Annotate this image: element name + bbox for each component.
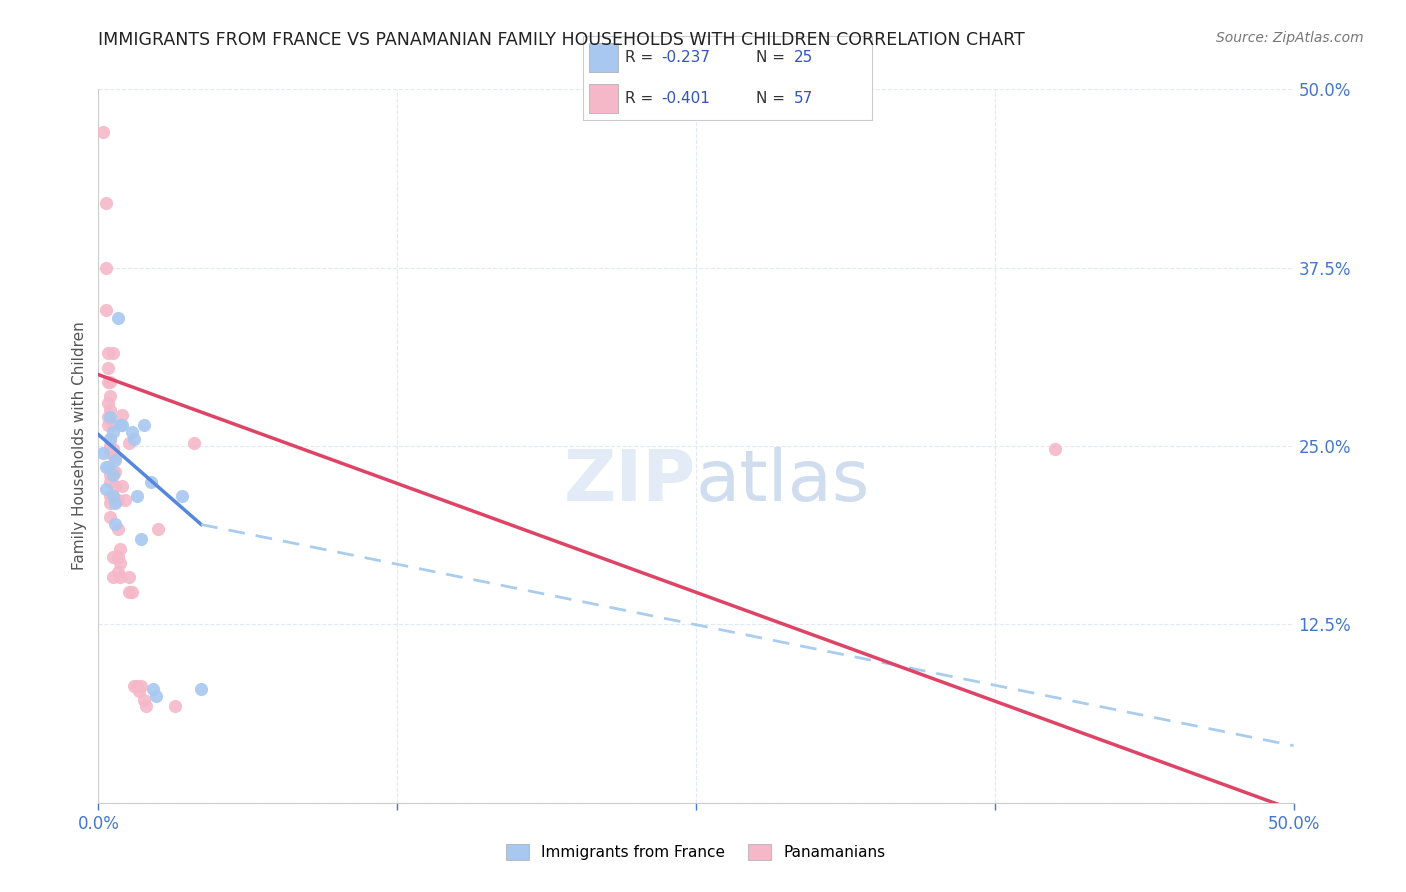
- Point: [97, 360, 120, 375]
- FancyBboxPatch shape: [589, 84, 619, 112]
- Text: -0.237: -0.237: [661, 50, 710, 65]
- Legend: Immigrants from France, Panamanians: Immigrants from France, Panamanians: [501, 838, 891, 866]
- Point: [94, 260, 117, 275]
- Point: [91, 446, 114, 460]
- Point: [190, 681, 212, 696]
- Text: 25: 25: [794, 50, 813, 65]
- Text: ZIP: ZIP: [564, 447, 696, 516]
- Point: [163, 698, 186, 713]
- Point: [97, 417, 120, 432]
- Point: [108, 556, 131, 570]
- Point: [101, 489, 124, 503]
- Text: Source: ZipAtlas.com: Source: ZipAtlas.com: [1216, 31, 1364, 45]
- Point: [97, 346, 120, 360]
- Point: [98, 510, 122, 524]
- Point: [107, 522, 129, 536]
- Point: [101, 570, 124, 584]
- Point: [98, 467, 122, 482]
- Point: [98, 432, 122, 446]
- Point: [101, 467, 124, 482]
- Point: [101, 417, 124, 432]
- Point: [139, 475, 162, 489]
- Point: [111, 417, 134, 432]
- Point: [118, 570, 141, 584]
- Point: [101, 489, 124, 503]
- Point: [104, 479, 127, 493]
- Point: [98, 475, 122, 489]
- Point: [107, 565, 129, 579]
- Point: [111, 479, 134, 493]
- Point: [97, 396, 120, 410]
- Point: [132, 693, 155, 707]
- Point: [142, 681, 165, 696]
- Point: [101, 425, 124, 439]
- Point: [94, 196, 117, 211]
- Point: [104, 517, 127, 532]
- Point: [121, 584, 143, 599]
- Point: [118, 436, 141, 450]
- Point: [124, 679, 146, 693]
- Text: atlas: atlas: [696, 447, 870, 516]
- Point: [125, 489, 148, 503]
- Point: [98, 410, 122, 425]
- Point: [98, 432, 122, 446]
- Point: [94, 460, 117, 475]
- Point: [101, 346, 124, 360]
- Y-axis label: Family Households with Children: Family Households with Children: [72, 322, 87, 570]
- Text: R =: R =: [626, 91, 658, 106]
- Point: [98, 446, 122, 460]
- Text: IMMIGRANTS FROM FRANCE VS PANAMANIAN FAMILY HOUSEHOLDS WITH CHILDREN CORRELATION: IMMIGRANTS FROM FRANCE VS PANAMANIAN FAM…: [98, 31, 1025, 49]
- Point: [104, 453, 127, 467]
- Point: [135, 698, 157, 713]
- Point: [98, 375, 122, 389]
- Point: [118, 584, 141, 599]
- Text: R =: R =: [626, 50, 658, 65]
- Point: [172, 489, 194, 503]
- FancyBboxPatch shape: [589, 44, 619, 72]
- Point: [131, 532, 153, 546]
- Point: [104, 465, 127, 479]
- Point: [107, 550, 129, 565]
- Point: [98, 389, 122, 403]
- Point: [94, 482, 117, 496]
- Point: [1043, 442, 1066, 456]
- Point: [131, 679, 153, 693]
- Point: [94, 303, 117, 318]
- Point: [121, 425, 143, 439]
- Point: [132, 417, 155, 432]
- Point: [114, 493, 136, 508]
- Point: [108, 541, 131, 556]
- Text: N =: N =: [756, 50, 790, 65]
- Point: [101, 465, 124, 479]
- Point: [98, 489, 122, 503]
- Point: [104, 450, 127, 465]
- Point: [183, 436, 205, 450]
- Point: [91, 125, 114, 139]
- Point: [98, 403, 122, 417]
- Point: [128, 684, 150, 698]
- Point: [145, 689, 167, 703]
- Point: [104, 496, 127, 510]
- Point: [111, 408, 134, 422]
- Text: 57: 57: [794, 91, 813, 106]
- Text: -0.401: -0.401: [661, 91, 710, 106]
- Point: [108, 570, 131, 584]
- Point: [97, 375, 120, 389]
- Point: [97, 410, 120, 425]
- Point: [108, 417, 131, 432]
- Point: [125, 679, 148, 693]
- Point: [107, 310, 129, 325]
- Point: [101, 442, 124, 456]
- Point: [148, 522, 170, 536]
- Point: [101, 550, 124, 565]
- Point: [98, 439, 122, 453]
- Point: [124, 432, 146, 446]
- Point: [97, 460, 120, 475]
- Point: [98, 496, 122, 510]
- Point: [107, 493, 129, 508]
- Text: N =: N =: [756, 91, 790, 106]
